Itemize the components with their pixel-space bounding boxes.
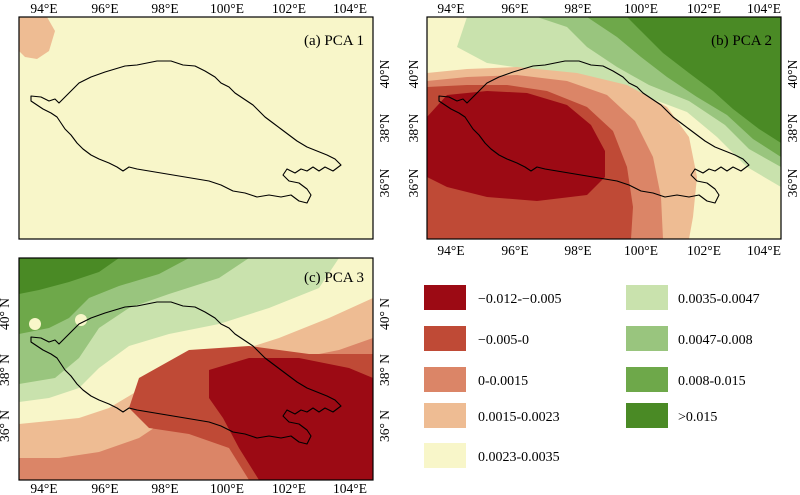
lon-tick: 98°E [151, 1, 178, 16]
panel-b-contour-0.015 [627, 17, 781, 143]
lon-tick: 96°E [501, 243, 528, 258]
lat-tick: 40° N [0, 298, 12, 330]
panel-b-lat-ticks-right: 36°N 38°N 40°N [785, 59, 800, 197]
lon-tick: 100°E [624, 1, 658, 16]
panel-b-lon-ticks-bottom: 94°E 96°E 98°E 100°E 102°E 104°E [437, 243, 781, 258]
legend-swatch [626, 403, 668, 428]
panel-b-lat-ticks-left: 36°N 38°N 40°N [406, 59, 421, 197]
legend: −0.012-−0.005 −0.005-0 0-0.0015 0.0015-0… [424, 285, 760, 468]
lon-tick: 94°E [437, 243, 464, 258]
lon-tick: 102°E [687, 1, 721, 16]
lat-tick: 40°N [406, 59, 421, 88]
lon-tick: 102°E [272, 1, 306, 16]
panel-c-frame [18, 257, 374, 481]
lat-tick: 38° N [377, 354, 392, 386]
lon-tick: 96°E [501, 1, 528, 16]
lat-tick: 38°N [377, 113, 392, 142]
lon-tick: 94°E [30, 1, 57, 16]
lon-tick: 104°E [747, 1, 781, 16]
panel-c-label: (c) PCA 3 [304, 270, 364, 286]
panel-a-contour-corner [19, 17, 55, 59]
lon-tick: 100°E [624, 243, 658, 258]
lat-tick: 36°N [377, 168, 392, 197]
panel-b-lon-ticks: 94°E 96°E 98°E 100°E 102°E 104°E [437, 1, 781, 16]
panel-b-frame [426, 16, 782, 240]
lat-tick: 40°N [377, 59, 392, 88]
lon-tick: 94°E [437, 1, 464, 16]
panel-c-lat-ticks-left: 36° N 38° N 40° N [0, 298, 12, 442]
panel-a-lon-ticks: 94°E 96°E 98°E 100°E 102°E 104°E [30, 1, 367, 16]
panel-b-pca2: (b) PCA 2 [426, 16, 782, 240]
panel-c-lat-ticks-right: 36° N 38° N 40° N [377, 298, 392, 442]
legend-swatch [424, 367, 466, 392]
lon-tick: 96°E [91, 1, 118, 16]
legend-swatch [424, 443, 466, 468]
lat-tick: 40° N [377, 298, 392, 330]
panel-c-pca3: (c) PCA 3 [18, 257, 374, 481]
legend-swatch [626, 367, 668, 392]
lat-tick: 36°N [785, 168, 800, 197]
lat-tick: 40°N [785, 59, 800, 88]
lon-tick: 98°E [564, 243, 591, 258]
lon-tick: 100°E [210, 1, 244, 16]
legend-label: 0.008-0.015 [678, 374, 746, 389]
legend-label: 0.0015-0.0023 [478, 410, 560, 425]
panel-c-spot-1 [29, 318, 41, 330]
legend-swatch [424, 403, 466, 428]
panel-b-label: (b) PCA 2 [711, 33, 772, 49]
lat-tick: 38°N [406, 113, 421, 142]
lon-tick: 102°E [272, 481, 306, 495]
legend-label: 0-0.0015 [478, 374, 528, 389]
lat-tick: 36° N [0, 410, 12, 442]
lat-tick: 38° N [0, 354, 12, 386]
panel-a-lat-ticks: 36°N 38°N 40°N [377, 59, 392, 197]
legend-label: 0.0023-0.0035 [478, 450, 560, 465]
panel-c-contour-0.015 [19, 258, 119, 294]
lat-tick: 36° N [377, 410, 392, 442]
lon-tick: 96°E [91, 481, 118, 495]
legend-label: >0.015 [678, 410, 717, 425]
legend-swatch [626, 326, 668, 351]
legend-label: −0.005-0 [478, 333, 529, 348]
panel-a-label: (a) PCA 1 [304, 33, 364, 49]
panel-a-frame [18, 16, 374, 240]
lon-tick: 100°E [210, 481, 244, 495]
panel-c-contour-neg0.012 [209, 358, 373, 480]
panel-c-lon-ticks: 94°E 96°E 98°E 100°E 102°E 104°E [30, 481, 367, 495]
lon-tick: 98°E [151, 481, 178, 495]
legend-swatch [424, 326, 466, 351]
lon-tick: 104°E [333, 481, 367, 495]
legend-label: 0.0035-0.0047 [678, 292, 760, 307]
lat-tick: 38°N [785, 113, 800, 142]
lon-tick: 102°E [687, 243, 721, 258]
legend-label: 0.0047-0.008 [678, 333, 753, 348]
legend-swatch [424, 285, 466, 310]
legend-swatch [626, 285, 668, 310]
lon-tick: 104°E [747, 243, 781, 258]
panel-c-spot-2 [75, 314, 87, 326]
lat-tick: 36°N [406, 168, 421, 197]
lon-tick: 94°E [30, 481, 57, 495]
legend-label: −0.012-−0.005 [478, 292, 561, 307]
lon-tick: 104°E [333, 1, 367, 16]
panel-b-contour-neg0.012 [427, 91, 605, 201]
panel-a-pca1: (a) PCA 1 [18, 16, 374, 240]
lon-tick: 98°E [564, 1, 591, 16]
panel-a-background [19, 17, 373, 239]
